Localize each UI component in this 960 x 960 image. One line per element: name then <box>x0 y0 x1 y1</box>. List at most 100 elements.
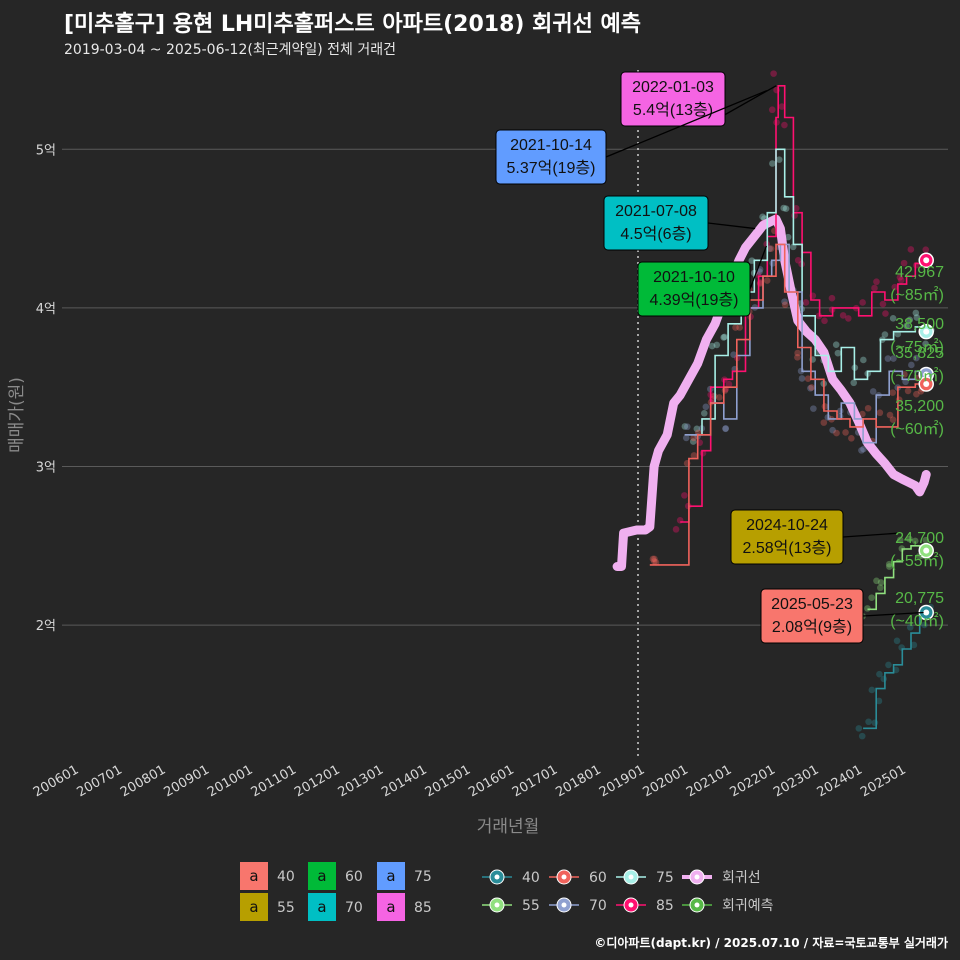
transaction-point <box>672 526 680 533</box>
series-line-85 <box>680 85 927 523</box>
legend-fill-glyph: a <box>249 898 258 916</box>
transaction-point <box>781 301 789 309</box>
transaction-point <box>839 312 847 319</box>
x-tick-label: 201201 <box>292 762 342 800</box>
x-tick-label: 202301 <box>771 762 821 800</box>
transaction-point <box>885 661 892 669</box>
transaction-point <box>780 204 787 212</box>
transaction-point <box>904 387 912 395</box>
transaction-point <box>889 315 897 322</box>
legend-line-marker-core <box>561 902 567 908</box>
y-tick-label: 5억 <box>36 143 56 158</box>
series-line-60 <box>649 243 927 566</box>
transaction-point <box>832 341 840 348</box>
forecast-area: (~55㎡) <box>890 552 944 570</box>
max-label-box <box>760 588 864 644</box>
legend-line-marker-core <box>561 874 567 880</box>
legend-line-label: 회귀선 <box>722 870 761 886</box>
y-tick-label: 3억 <box>36 461 56 476</box>
transaction-point <box>858 447 865 454</box>
legend-line-label: 85 <box>656 898 674 914</box>
transaction-point <box>689 438 697 445</box>
transaction-point <box>896 536 904 544</box>
transaction-point <box>767 245 775 252</box>
transaction-point <box>907 246 915 253</box>
legend-fill-label: 40 <box>277 869 295 885</box>
forecast-price: 38,500 <box>895 316 944 333</box>
transaction-point <box>789 243 797 251</box>
transaction-point <box>903 322 910 330</box>
label-leader-line <box>842 532 899 538</box>
transaction-point <box>652 559 660 566</box>
max-label-date: 2021-10-10 <box>653 269 735 286</box>
legend-fill-swatch <box>377 862 405 890</box>
forecast-area: (~60㎡) <box>890 420 944 438</box>
transaction-point <box>732 324 739 331</box>
legend-fill-swatch <box>377 893 405 921</box>
legend-line-marker-core <box>494 902 500 908</box>
y-tick-label: 4억 <box>36 302 56 317</box>
transaction-point <box>759 213 766 221</box>
forecast-annotations: 42,967 (~85㎡) 38,500 (~75㎡)35,825 (~70㎡) 35,2… <box>890 264 944 630</box>
max-label-date: 2021-07-08 <box>615 203 697 220</box>
forecast-price: 35,200 <box>895 398 944 415</box>
x-tick-label: 202001 <box>640 762 690 800</box>
transaction-point <box>721 387 729 394</box>
legend-line-label: 70 <box>589 898 607 914</box>
forecast-endpoint-core <box>923 371 930 378</box>
transaction-point <box>702 403 710 411</box>
legend-fill-swatch <box>308 862 336 890</box>
transaction-point <box>708 342 716 350</box>
x-axis-ticks: 2006012007012008012009012010012011012012… <box>31 762 909 800</box>
forecast-area: (~40㎡) <box>890 612 944 630</box>
transaction-point <box>868 686 876 694</box>
transaction-point <box>876 670 883 678</box>
transaction-point <box>769 160 776 167</box>
transaction-point <box>802 299 810 306</box>
transaction-point <box>784 233 792 241</box>
transaction-point <box>886 563 893 570</box>
legend-line-marker-core <box>494 874 500 880</box>
transaction-point <box>722 425 730 432</box>
forecast-endpoint-core <box>923 609 930 616</box>
transaction-point <box>820 419 828 426</box>
transaction-point <box>900 259 908 267</box>
legend-line-marker-core <box>694 902 700 908</box>
legend-fill-swatch <box>308 893 336 921</box>
transaction-point <box>821 317 828 325</box>
transaction-point <box>821 403 829 410</box>
transaction-point <box>886 411 894 419</box>
transaction-point <box>869 388 877 395</box>
transaction-point <box>798 375 806 382</box>
forecast-endpoint-core <box>923 257 930 264</box>
legend-fill-label: 55 <box>277 900 295 916</box>
transaction-points <box>649 70 935 740</box>
label-leader-line <box>707 222 756 230</box>
label-leader-line <box>862 611 924 617</box>
transaction-point <box>906 316 914 324</box>
label-leader-line <box>605 89 768 158</box>
transaction-point <box>860 356 867 364</box>
transaction-point <box>848 435 855 442</box>
transaction-point <box>828 294 836 302</box>
legend-line-label: 40 <box>522 870 540 886</box>
x-tick-label: 201701 <box>510 762 560 800</box>
transaction-point <box>896 274 904 281</box>
transaction-point <box>690 434 697 442</box>
transaction-point <box>889 389 896 396</box>
legend-fill-swatch <box>240 893 268 921</box>
forecast-price: 35,825 <box>895 345 944 362</box>
legend-line-marker-core <box>628 874 634 880</box>
transaction-point <box>794 256 802 264</box>
x-tick-label: 201801 <box>553 762 603 800</box>
transaction-point <box>913 314 921 321</box>
legend-fill-label: 75 <box>414 869 432 885</box>
series-line-75 <box>688 148 927 436</box>
forecast-endpoints <box>918 252 934 621</box>
transaction-point <box>763 277 771 284</box>
transaction-point <box>681 423 689 430</box>
transaction-point <box>730 351 737 358</box>
series-lines <box>612 85 931 730</box>
x-tick-label: 201901 <box>597 762 647 800</box>
